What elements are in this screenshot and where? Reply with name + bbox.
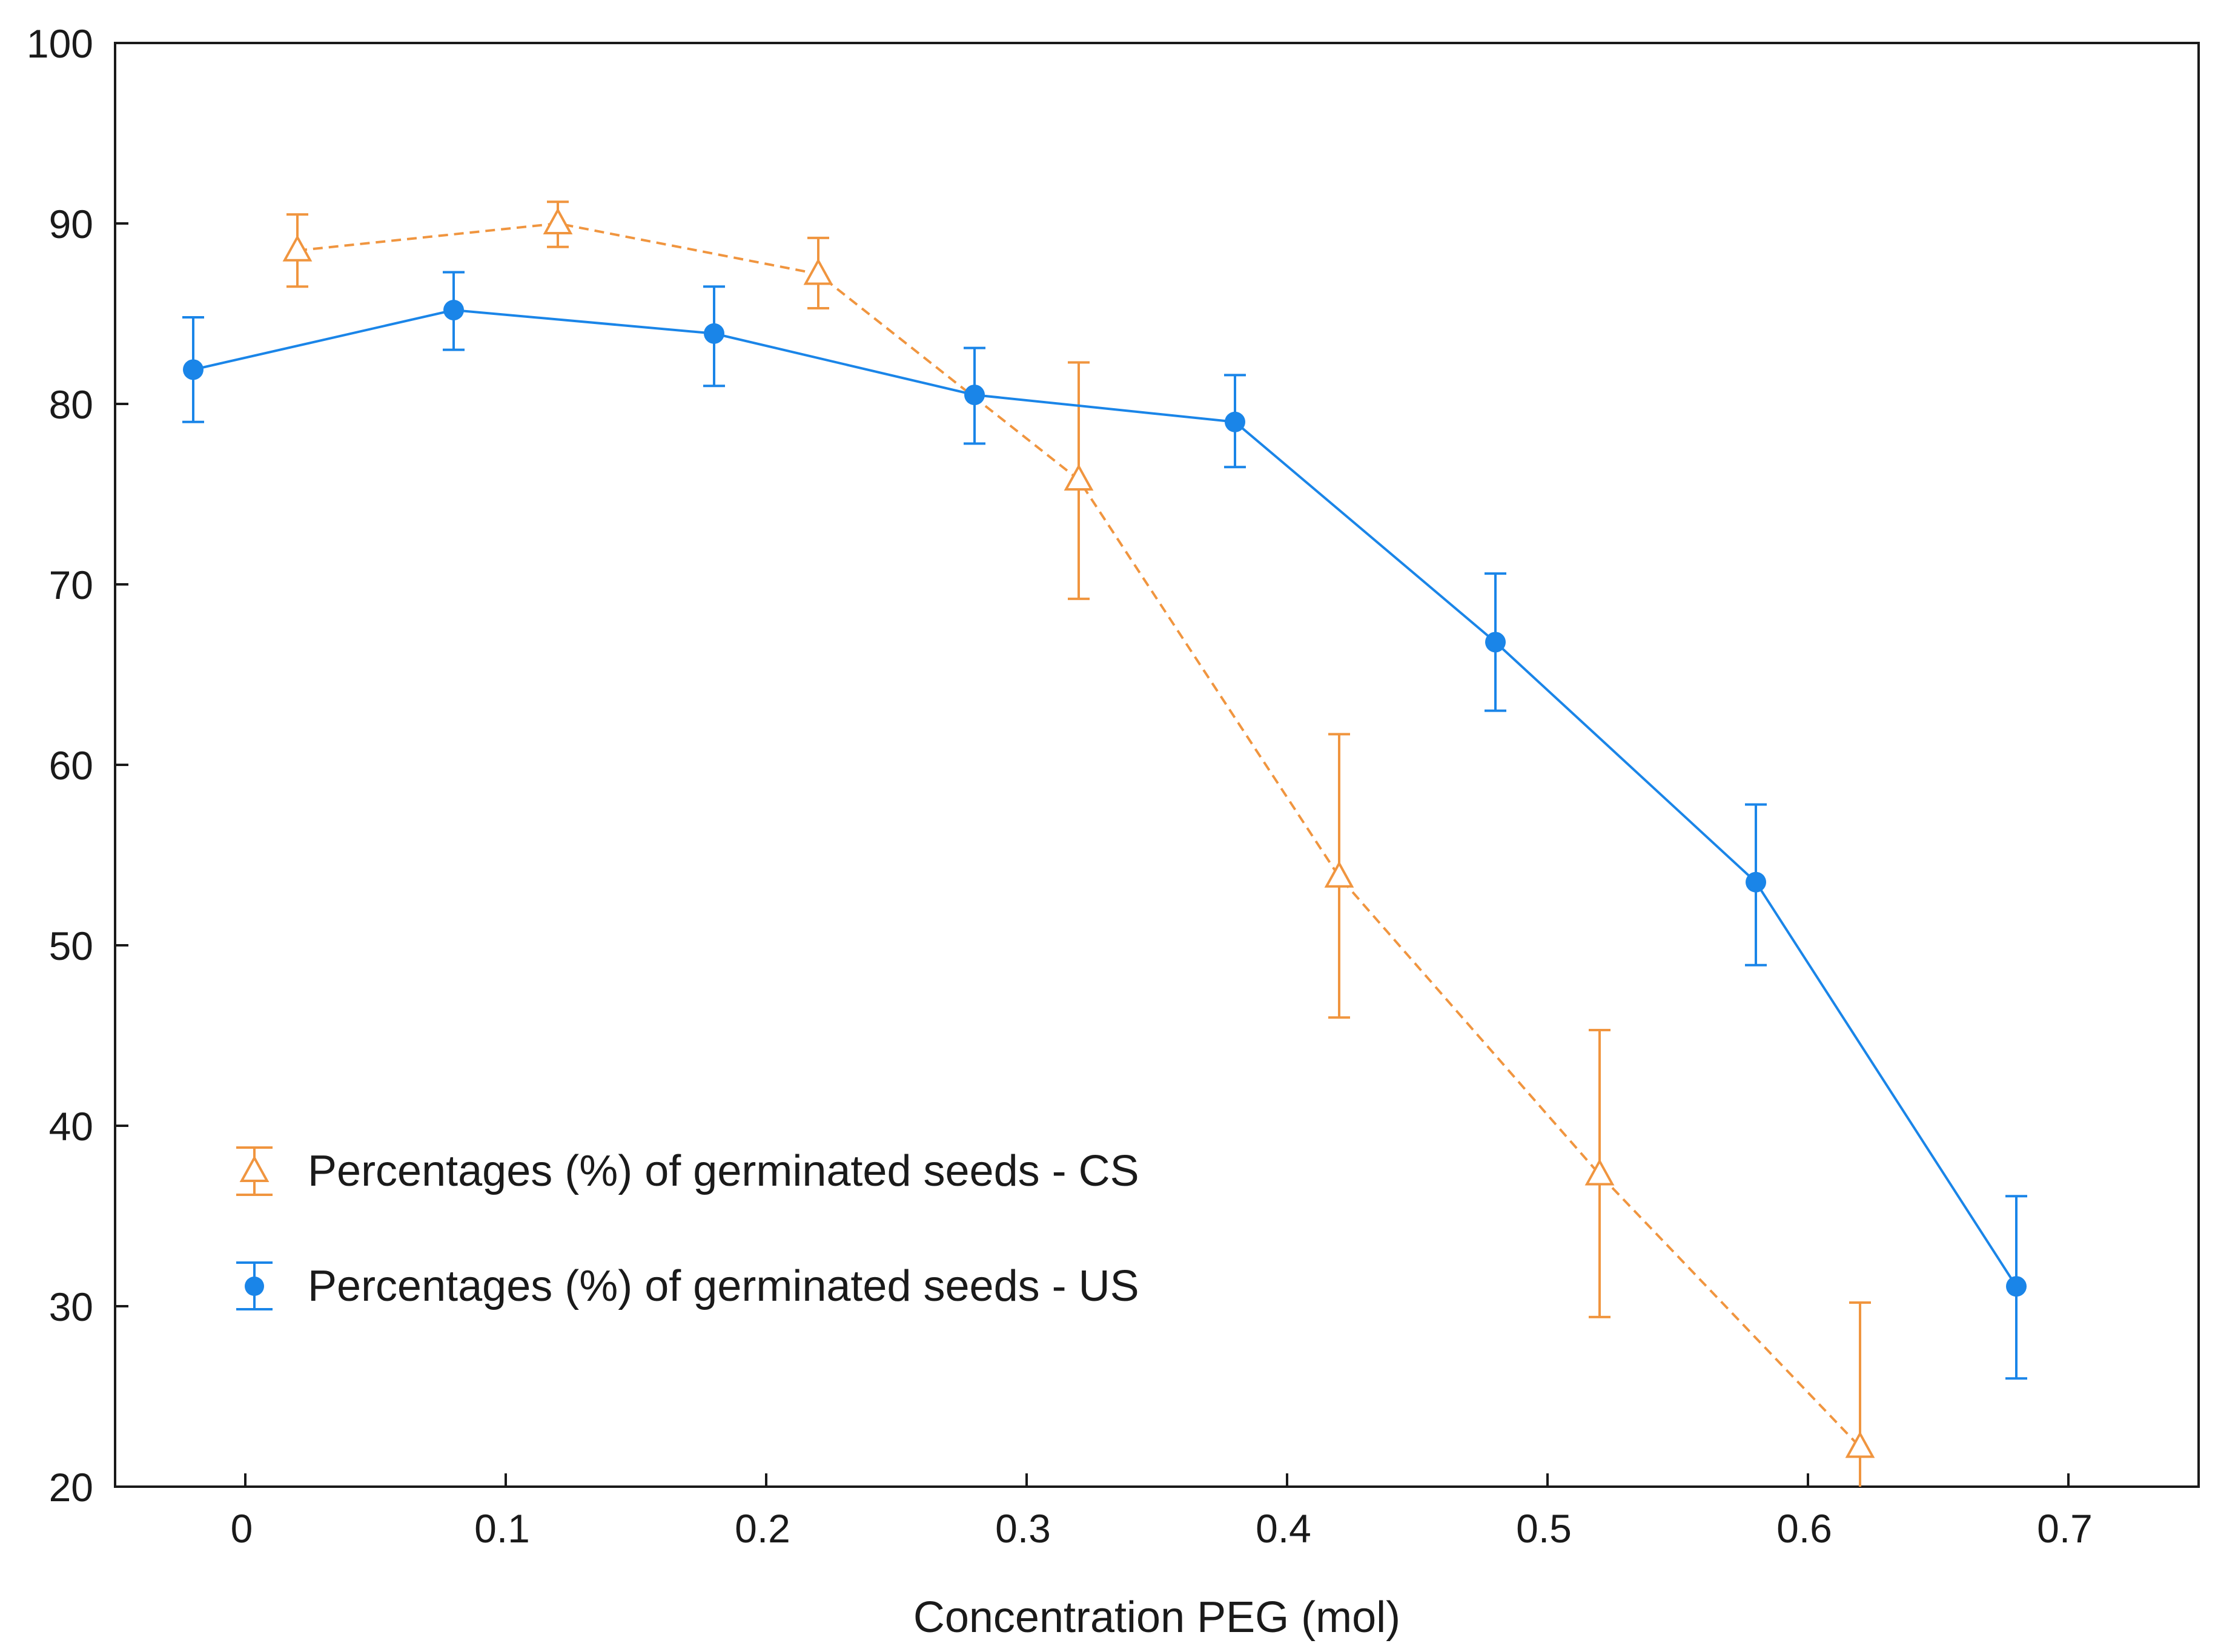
x-tick-label: 0.5 <box>1516 1506 1572 1551</box>
series-us-point <box>964 385 985 406</box>
y-tick-label: 60 <box>49 743 93 788</box>
y-tick-label: 20 <box>49 1465 93 1510</box>
y-tick-label: 70 <box>49 563 93 607</box>
legend-item-cs: Percentages (%) of germinated seeds - CS <box>236 1146 1139 1196</box>
legend-cs-label: Percentages (%) of germinated seeds - CS <box>308 1147 1139 1195</box>
x-tick-label: 0.7 <box>2037 1506 2093 1551</box>
series-us-point <box>443 300 464 321</box>
series-cs-point <box>1324 861 1354 888</box>
x-tick-label: 0 <box>231 1506 253 1551</box>
series-us-point <box>183 359 204 380</box>
series-cs-point <box>282 234 313 262</box>
y-tick-label: 50 <box>49 923 93 968</box>
series-cs-point <box>1064 464 1094 491</box>
x-tick-label: 0.4 <box>1256 1506 1311 1551</box>
x-tick-label: 0.6 <box>1776 1506 1832 1551</box>
series-cs-point <box>1845 1431 1875 1458</box>
legend: Percentages (%) of germinated seeds - CS… <box>236 1146 1139 1310</box>
y-tick-label: 30 <box>49 1284 93 1329</box>
legend-item-us: Percentages (%) of germinated seeds - US <box>236 1261 1139 1310</box>
series-us-line <box>193 309 2018 1287</box>
series-cs-point <box>543 207 573 234</box>
x-tick-label: 0.2 <box>735 1506 790 1551</box>
series-us-point <box>2006 1276 2027 1297</box>
x-axis-title: Concentration PEG (mol) <box>913 1593 1400 1642</box>
series-us <box>182 271 2027 1380</box>
legend-us-circle-marker <box>245 1277 264 1296</box>
axes: 0 0.1 0.2 0.3 0.4 0.5 0.6 0.7 20 30 40 50 60 70 80 90 10… <box>27 21 2093 1551</box>
series-cs <box>282 200 1875 1487</box>
series-us-point <box>704 323 724 344</box>
series-cs-point <box>1584 1158 1615 1186</box>
x-tick-label: 0.3 <box>995 1506 1051 1551</box>
y-tick-label: 100 <box>27 21 93 66</box>
y-tick-label: 80 <box>49 382 93 427</box>
y-tick-label: 90 <box>49 202 93 246</box>
legend-us-label: Percentages (%) of germinated seeds - US <box>308 1262 1139 1310</box>
y-tick-label: 40 <box>49 1104 93 1149</box>
series-layer <box>182 200 2027 1487</box>
legend-cs-triangle-marker <box>239 1155 270 1182</box>
series-us-point <box>1746 871 1766 893</box>
x-tick-label: 0.1 <box>474 1506 530 1551</box>
series-us-point <box>1225 411 1245 432</box>
series-us-point <box>1485 632 1506 653</box>
series-cs-point <box>803 258 833 285</box>
